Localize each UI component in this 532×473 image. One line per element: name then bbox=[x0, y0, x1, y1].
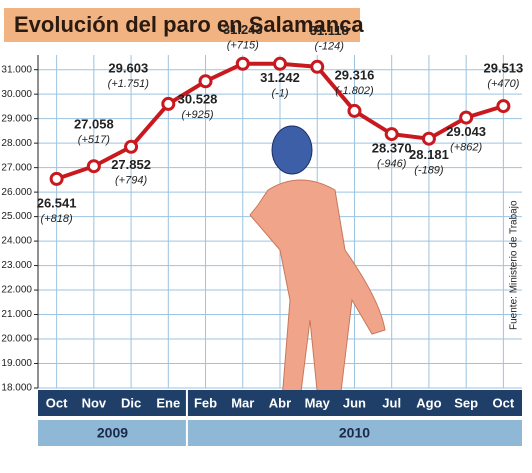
x-tick-label: Ago bbox=[416, 395, 441, 410]
change-label: (+1.751) bbox=[108, 78, 150, 90]
data-point bbox=[51, 173, 62, 184]
y-tick-label: 26.000 bbox=[1, 187, 32, 198]
y-tick-label: 25.000 bbox=[1, 211, 32, 222]
x-tick-label: Nov bbox=[82, 395, 107, 410]
year-label: 2010 bbox=[339, 425, 370, 441]
y-tick-label: 23.000 bbox=[1, 260, 32, 271]
data-point bbox=[386, 129, 397, 140]
change-label: (+794) bbox=[115, 175, 147, 187]
value-label: 29.603 bbox=[108, 60, 148, 75]
y-tick-label: 24.000 bbox=[1, 236, 32, 247]
value-label: 31.243 bbox=[223, 22, 263, 37]
x-tick-label: Mar bbox=[231, 395, 254, 410]
data-point bbox=[423, 133, 434, 144]
source-note: Fuente: Ministerio de Trabajo bbox=[509, 200, 520, 330]
change-label: (-946) bbox=[377, 158, 407, 170]
y-tick-label: 27.000 bbox=[1, 162, 32, 173]
y-tick-label: 29.000 bbox=[1, 113, 32, 124]
x-tick-label: Oct bbox=[46, 395, 68, 410]
x-tick-label: Dic bbox=[121, 395, 141, 410]
change-label: (+715) bbox=[227, 40, 259, 52]
y-tick-label: 22.000 bbox=[1, 285, 32, 296]
x-tick-label: Feb bbox=[194, 395, 217, 410]
value-label: 29.043 bbox=[446, 124, 486, 139]
x-tick-label: Ene bbox=[156, 395, 180, 410]
change-label: (-1) bbox=[271, 88, 288, 100]
value-label: 31.242 bbox=[260, 70, 300, 85]
year-label: 2009 bbox=[97, 425, 128, 441]
value-label: 30.528 bbox=[178, 92, 218, 107]
y-tick-label: 20.000 bbox=[1, 334, 32, 345]
data-point bbox=[461, 112, 472, 123]
x-tick-label: Abr bbox=[269, 395, 291, 410]
data-point bbox=[237, 58, 248, 69]
data-point bbox=[163, 98, 174, 109]
value-label: 26.541 bbox=[37, 195, 77, 210]
change-label: (+818) bbox=[41, 213, 73, 225]
value-label: 28.370 bbox=[372, 141, 412, 156]
y-tick-label: 31.000 bbox=[1, 64, 32, 75]
change-label: (+470) bbox=[487, 78, 519, 90]
value-label: 27.058 bbox=[74, 117, 114, 132]
value-label: 29.513 bbox=[484, 61, 524, 76]
data-point bbox=[312, 61, 323, 72]
value-label: 27.852 bbox=[111, 157, 151, 172]
data-point bbox=[498, 101, 509, 112]
data-point bbox=[349, 105, 360, 116]
change-label: (-124) bbox=[315, 41, 345, 53]
change-label: (+517) bbox=[78, 134, 110, 146]
x-tick-label: Jun bbox=[343, 395, 366, 410]
y-tick-label: 18.000 bbox=[1, 383, 32, 394]
value-label: 29.316 bbox=[335, 67, 375, 82]
data-point bbox=[275, 58, 286, 69]
change-label: (+862) bbox=[450, 142, 482, 154]
x-tick-label: Jul bbox=[382, 395, 401, 410]
change-label: (-189) bbox=[414, 165, 444, 177]
y-tick-label: 19.000 bbox=[1, 358, 32, 369]
data-point bbox=[88, 161, 99, 172]
chart: Evolución del paro en Salamanca Fuente: … bbox=[0, 0, 532, 473]
x-tick-label: Oct bbox=[493, 395, 515, 410]
x-tick-label: Sep bbox=[454, 395, 478, 410]
y-tick-label: 28.000 bbox=[1, 138, 32, 149]
y-tick-label: 21.000 bbox=[1, 309, 32, 320]
data-point bbox=[126, 141, 137, 152]
change-label: (-1.802) bbox=[335, 85, 374, 97]
x-tick-label: May bbox=[305, 395, 331, 410]
y-tick-label: 30.000 bbox=[1, 89, 32, 100]
change-label: (+925) bbox=[181, 109, 213, 121]
data-point bbox=[200, 76, 211, 87]
value-label: 31.118 bbox=[310, 23, 349, 38]
value-label: 28.181 bbox=[409, 147, 449, 162]
